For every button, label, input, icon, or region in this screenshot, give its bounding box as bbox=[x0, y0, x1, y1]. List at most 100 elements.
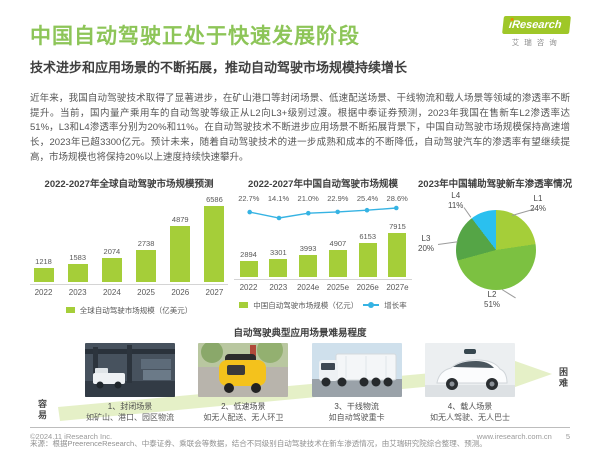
line-swatch-icon bbox=[363, 302, 380, 309]
x-tick-label: 2025e bbox=[326, 282, 350, 292]
scene-caption-title: 4、载人场景 bbox=[447, 401, 493, 411]
bar-value-label: 4907 bbox=[329, 238, 347, 248]
bar-column: 2738 bbox=[133, 239, 160, 282]
chart-title: 2022-2027年全球自动驾驶市场规模预测 bbox=[44, 178, 214, 190]
application-scenes-strip: 容易 困难 bbox=[30, 342, 570, 433]
iresearch-logo-cn: 艾瑞咨询 bbox=[511, 38, 562, 47]
bar-value-label: 6153 bbox=[359, 231, 377, 241]
copyright: ©2024.11 iResearch Inc. bbox=[30, 432, 113, 441]
bar-value-label: 6586 bbox=[206, 194, 223, 204]
bar-swatch-icon bbox=[65, 307, 75, 314]
x-axis: 2022 2023 2024e 2025e 2026e 2027e bbox=[234, 278, 412, 292]
scene-caption-title: 1、封闭场景 bbox=[107, 401, 153, 411]
growth-rate-value: 25.4% bbox=[356, 193, 379, 203]
scene-caption-desc: 如无人驾驶、无人巴士 bbox=[429, 412, 510, 422]
scene-closed-area: 1、封闭场景 如矿山、港口、园区物流 bbox=[82, 342, 178, 423]
x-tick-label: 2025 bbox=[137, 287, 155, 297]
growth-rate-line bbox=[247, 205, 399, 220]
x-tick-label: 2023 bbox=[68, 287, 87, 297]
pie-area: L1 24% L2 51% L3 20% L4 11% bbox=[418, 190, 570, 310]
bar bbox=[358, 242, 377, 277]
bar-column: 3993 bbox=[294, 244, 323, 277]
pie-label-l2: L2 51% bbox=[484, 289, 501, 310]
scenes-section-title: 自动驾驶典型应用场景难易程度 bbox=[233, 327, 367, 339]
yellow-delivery-robot-photo bbox=[198, 342, 289, 397]
x-axis: 2022 2023 2024 2025 2026 2027 bbox=[30, 283, 228, 297]
scene-caption-title: 3、干线物流 bbox=[334, 401, 379, 411]
bar bbox=[170, 225, 191, 282]
x-tick-label: 2023 bbox=[269, 282, 288, 292]
bar-value-label: 7915 bbox=[389, 221, 406, 231]
x-tick-label: 2022 bbox=[34, 287, 53, 297]
line-data-point bbox=[247, 209, 252, 214]
bar bbox=[33, 267, 54, 282]
line-data-point bbox=[394, 205, 399, 210]
bar bbox=[67, 263, 88, 282]
x-tick-label: 2027e bbox=[386, 282, 409, 292]
growth-rate-value: 28.6% bbox=[386, 193, 408, 203]
x-tick-label: 2027 bbox=[205, 287, 224, 297]
line-data-point bbox=[364, 207, 370, 213]
hard-label: 困难 bbox=[558, 366, 568, 389]
pie-label-l1: L1 24% bbox=[530, 193, 547, 214]
growth-rate-labels: 22.7% 14.1% 21.0% 22.9% 25.4% 28.6% bbox=[234, 194, 412, 203]
bar-column: 3301 bbox=[264, 248, 293, 277]
page-subtitle: 技术进步和应用场景的不断拓展，推动自动驾驶市场规模持续增长 bbox=[30, 60, 408, 75]
line-data-point bbox=[306, 210, 311, 216]
port-agv-photo bbox=[85, 342, 175, 397]
bar bbox=[239, 260, 258, 277]
bar-series: 1218 1583 2074 2738 4879 6586 bbox=[30, 194, 228, 282]
bar-swatch-icon bbox=[239, 302, 249, 309]
x-tick-label: 2024 bbox=[102, 287, 121, 297]
bar-value-label: 3301 bbox=[269, 247, 287, 257]
bar-column: 4879 bbox=[167, 215, 194, 282]
page-footer: ©2024.11 iResearch Inc. www.iresearch.co… bbox=[30, 427, 570, 441]
bar-value-label: 1583 bbox=[69, 252, 87, 262]
growth-rate-value: 22.9% bbox=[327, 193, 349, 203]
global-market-bar-chart: 2022-2027年全球自动驾驶市场规模预测 1218 1583 2074 2738 4… bbox=[30, 176, 228, 316]
legend-label: 增长率 bbox=[384, 300, 407, 310]
line-dot-icon bbox=[368, 302, 375, 309]
charts-row: 2022-2027年全球自动驾驶市场规模预测 1218 1583 2074 2738 4… bbox=[30, 176, 573, 316]
bar-column: 1583 bbox=[64, 253, 91, 282]
page-number: 5 bbox=[565, 432, 570, 441]
iresearch-logo-text: iResearch bbox=[508, 19, 563, 31]
easy-label: 容易 bbox=[37, 398, 47, 421]
scene-caption-desc: 如矿山、港口、园区物流 bbox=[86, 412, 174, 422]
scene-trunk-logistics: 3、干线物流 如自动驾驶重卡 bbox=[309, 342, 405, 423]
page-title: 中国自动驾驶正处于快速发展阶段 bbox=[30, 25, 360, 48]
pie-label-l3: L3 20% bbox=[418, 233, 435, 254]
bar bbox=[388, 232, 407, 277]
bar-column: 4907 bbox=[323, 239, 352, 277]
bar-value-label: 1218 bbox=[35, 256, 52, 266]
china-market-bar-line-chart: 2022-2027年中国自动驾驶市场规模 22.7% 14.1% 21.0% 22.9… bbox=[234, 176, 412, 311]
bar-value-label: 2738 bbox=[137, 238, 155, 248]
pie-connector-line bbox=[501, 288, 516, 298]
bar-column: 2894 bbox=[234, 250, 263, 277]
scene-caption-title: 2、低速场景 bbox=[221, 401, 266, 411]
x-tick-label: 2026 bbox=[171, 287, 190, 297]
x-tick-label: 2026e bbox=[356, 282, 379, 292]
pie-label-l4: L4 11% bbox=[448, 190, 464, 211]
bar-column: 7915 bbox=[383, 222, 412, 277]
line-data-point bbox=[276, 215, 282, 220]
pie-graphic bbox=[456, 209, 536, 290]
legend-label: 中国自动驾驶市场规模（亿元） bbox=[253, 300, 359, 310]
bar-value-label: 2074 bbox=[103, 246, 121, 256]
bar-value-label: 4879 bbox=[171, 214, 189, 224]
bar-column: 1218 bbox=[30, 257, 57, 282]
source-note: 来源：根据PreerenceResearch、中泰证券、乘联会等数据，结合不同级… bbox=[30, 438, 487, 448]
penetration-pie-chart: 2023年中国辅助驾驶新车渗透率情况 L1 24% L2 51% L3 20% bbox=[418, 176, 573, 310]
legend: 全球自动驾驶市场规模（亿美元） bbox=[30, 305, 228, 316]
pie-connector-line bbox=[463, 206, 472, 218]
growth-rate-value: 22.7% bbox=[238, 193, 260, 203]
intro-paragraph: 近年来，我国自动驾驶技术取得了显著进步，在矿山港口等封闭场景、低速配送场景、干线… bbox=[30, 93, 570, 163]
container-truck-photo bbox=[311, 342, 402, 397]
scene-low-speed: 2、低速场景 如无人配送、无人环卫 bbox=[195, 342, 291, 423]
chart-title: 2023年中国辅助驾驶新车渗透率情况 bbox=[418, 178, 573, 190]
robotaxi-suv-photo bbox=[424, 342, 515, 397]
bar-column: 2074 bbox=[98, 247, 125, 282]
chart-title: 2022-2027年中国自动驾驶市场规模 bbox=[248, 178, 398, 190]
iresearch-logo: iResearch 艾瑞咨询 bbox=[502, 15, 571, 48]
